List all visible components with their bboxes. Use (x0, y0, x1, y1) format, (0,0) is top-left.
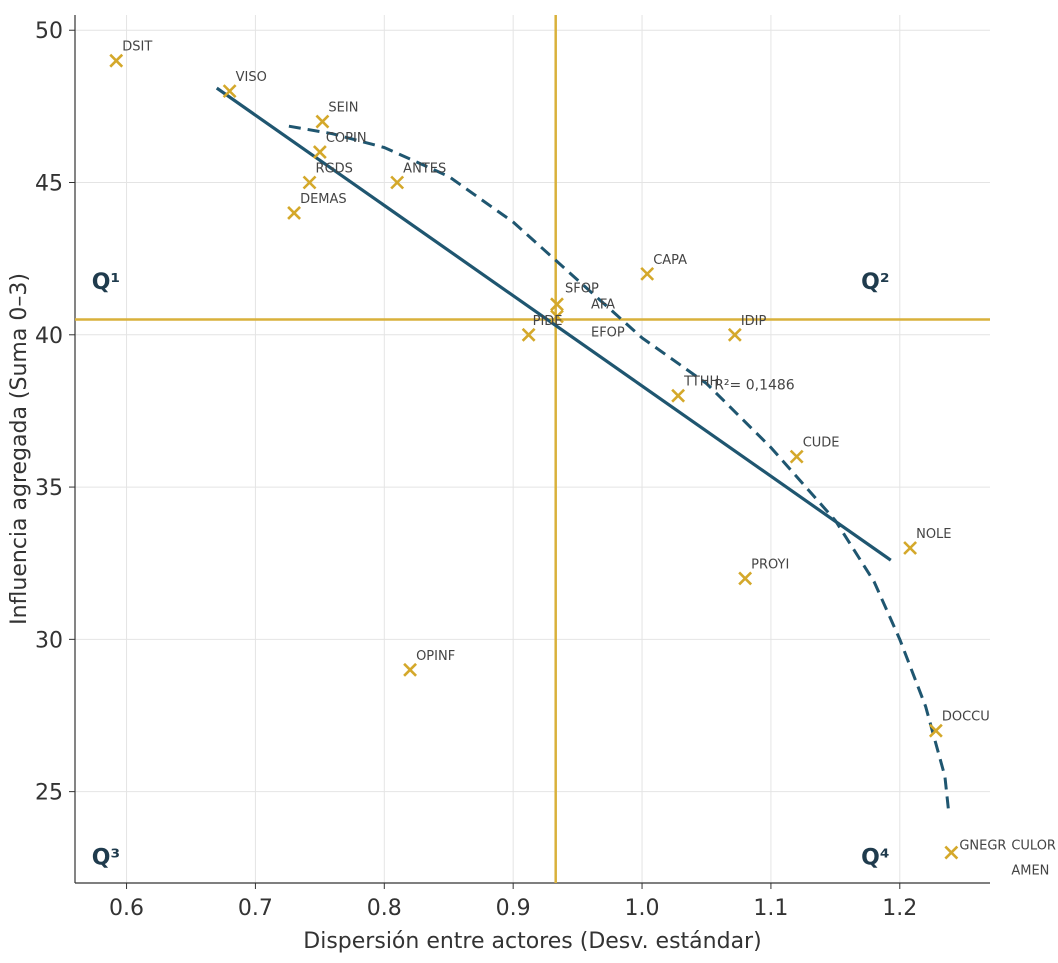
marker-stroke (640, 266, 655, 281)
marker-stroke (738, 571, 753, 586)
data-point-label: SFOP (565, 281, 599, 296)
data-point-label: NOLE (916, 527, 951, 542)
data-point-label: TTHH (683, 375, 719, 390)
data-point-marker (403, 662, 417, 677)
fit-lines (215, 86, 951, 814)
x-tick-label: 0.8 (367, 896, 402, 921)
marker-stroke (287, 206, 302, 220)
data-point-marker (789, 449, 804, 464)
quadrant-label: Q² (861, 270, 889, 295)
data-point-label: DEMAS (300, 192, 347, 207)
data-point-marker (312, 145, 327, 159)
data-point-label: CULOR (1011, 839, 1056, 854)
marker-stroke (521, 327, 536, 342)
marker-stroke (390, 175, 405, 190)
marker-stroke (671, 388, 686, 403)
data-point-marker (671, 388, 686, 403)
data-point-marker (390, 175, 405, 190)
marker-stroke (550, 309, 564, 324)
data-point-label: DSIT (122, 40, 152, 55)
data-point-marker (287, 206, 302, 220)
marker-stroke (789, 449, 804, 464)
quadrant-label: Q⁴ (861, 846, 889, 871)
data-point-label: ANTES (403, 162, 446, 177)
data-point-label: SEIN (328, 101, 358, 116)
data-point-label: AFA (591, 297, 615, 312)
data-point-marker (550, 297, 564, 312)
x-tick-label: 1.2 (882, 896, 917, 921)
linear-trend-line (215, 86, 892, 562)
axes: 0.6 0.7 0.8 0.9 1.0 1.1 1.2 25 30 35 40 45 50 (35, 15, 990, 921)
r-squared-annotation: R²= 0,1486 (714, 378, 795, 394)
y-tick-label: 25 (35, 781, 63, 806)
x-tick-label: 1.0 (625, 896, 660, 921)
data-point-marker (302, 175, 317, 190)
x-axis-label: Dispersión entre actores (Desv. estándar… (303, 929, 761, 954)
marker-stroke (315, 114, 330, 129)
quadrant-label: Q¹ (92, 270, 120, 295)
data-point-marker (727, 327, 742, 342)
data-point-label: DOCCU (942, 710, 990, 725)
marker-stroke (944, 845, 959, 860)
data-point-label: PROYI (751, 557, 789, 572)
grid-lines (75, 15, 990, 883)
data-point-marker (550, 309, 564, 324)
y-tick-label: 50 (35, 19, 63, 44)
data-point-marker (315, 114, 330, 129)
marker-stroke (928, 723, 943, 738)
marker-stroke (727, 327, 742, 342)
data-point-marker (928, 723, 943, 738)
y-axis-label: Influencia agregada (Suma 0–3) (7, 273, 32, 625)
data-point-label: COPIN (326, 131, 367, 146)
marker-stroke (222, 84, 237, 99)
data-point-label: CUDE (803, 436, 840, 451)
data-point-label: VISO (236, 70, 267, 85)
marker-stroke (109, 53, 124, 68)
quadrant-label: Q³ (92, 846, 120, 871)
data-points (109, 53, 959, 860)
data-point-marker (640, 266, 655, 281)
data-point-label: RGDS (316, 162, 353, 177)
data-point-marker (109, 53, 124, 68)
reference-lines (75, 15, 990, 883)
data-point-label: CAPA (653, 253, 687, 268)
data-point-label: GNEGR (959, 839, 1006, 854)
data-point-marker (222, 84, 237, 99)
data-point-label: AMEN (1011, 864, 1049, 879)
data-point-label: IDIP (741, 314, 767, 329)
x-tick-label: 0.7 (238, 896, 273, 921)
y-tick-label: 35 (35, 476, 63, 501)
marker-stroke (903, 541, 918, 555)
data-point-label: PIDE (533, 314, 563, 329)
curve-trend-line (288, 124, 951, 814)
data-point-marker (521, 327, 536, 342)
marker-stroke (302, 175, 317, 190)
x-tick-label: 0.9 (496, 896, 531, 921)
marker-stroke (403, 662, 417, 677)
marker-stroke (550, 297, 564, 312)
y-tick-label: 45 (35, 172, 63, 197)
x-tick-label: 0.6 (109, 896, 144, 921)
y-tick-label: 40 (35, 324, 63, 349)
data-point-marker (738, 571, 753, 586)
data-point-marker (903, 541, 918, 555)
marker-stroke (312, 145, 327, 159)
data-point-label: OPINF (416, 649, 455, 664)
data-point-label: EFOP (591, 326, 625, 341)
data-point-marker (944, 845, 959, 860)
y-tick-label: 30 (35, 628, 63, 653)
x-tick-label: 1.1 (753, 896, 788, 921)
